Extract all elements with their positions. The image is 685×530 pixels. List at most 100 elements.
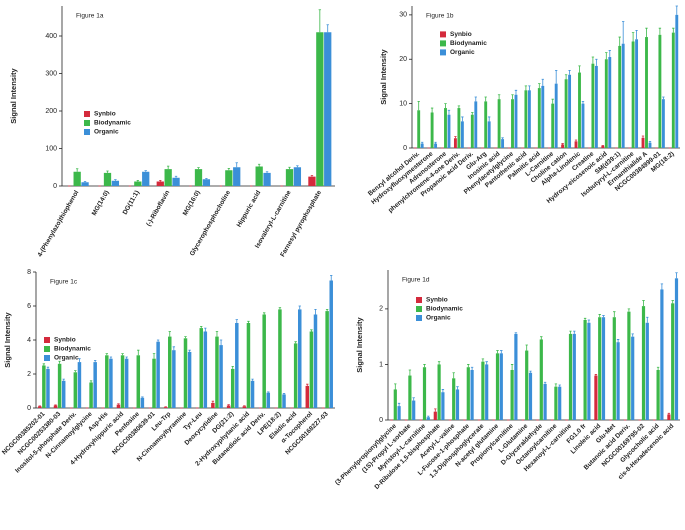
bar [455,389,460,420]
bar [525,350,529,420]
bar [103,172,112,186]
bar [305,385,310,408]
bar [514,94,518,148]
legend-swatch [440,40,446,47]
error-bar [514,89,518,95]
bar [73,372,78,408]
bar [211,402,215,408]
error-bar [461,116,464,122]
bar [583,320,587,420]
error-bar [412,397,415,401]
bar [671,303,675,420]
error-bar [658,27,662,35]
error-bar [423,364,426,368]
bar [645,37,648,148]
bar [621,43,625,148]
error-bar [675,5,678,15]
bar [674,278,679,420]
error-bar [578,65,581,73]
error-bar [497,94,501,100]
bar [641,306,646,420]
x-tick-label: Inositol-5-phosphate Deriv. [14,411,78,475]
bar [495,353,500,420]
bar [497,99,501,148]
bar [53,405,58,408]
error-bar [591,56,595,64]
legend-label: Synbio [54,337,76,344]
error-bar [528,85,531,91]
bar [601,145,605,148]
error-bar [105,353,109,356]
bar [671,32,675,148]
bar [156,341,160,408]
error-bar [467,364,470,368]
legend-label: Organic [450,49,475,56]
error-bar [514,332,518,334]
error-bar [569,330,572,334]
error-bar [326,24,329,33]
error-bar [608,49,611,58]
error-bar [93,360,97,363]
error-bar [296,165,299,168]
bar [568,74,572,148]
bar [591,63,595,148]
bar [194,169,203,186]
error-bar [554,69,558,84]
error-bar [454,136,457,139]
y-tick-label: 300 [45,70,57,77]
error-bar [74,370,77,373]
bar [397,406,401,420]
bar [608,57,612,148]
legend-swatch [416,306,422,312]
error-bar [583,317,587,320]
bar [612,317,616,420]
bar [57,363,62,408]
error-bar [58,360,61,364]
error-bar [587,319,591,323]
legend-swatch [416,297,422,303]
error-bar [330,275,333,281]
legend-swatch [44,337,50,343]
bar [293,343,298,408]
error-bar [444,103,447,109]
error-bar [168,331,171,337]
legend-label: Organic [426,315,451,322]
legend-swatch [440,49,446,56]
bar [499,353,503,420]
error-bar [227,167,231,171]
bar [648,142,652,148]
bar [537,88,541,148]
error-bar [471,112,474,115]
bar [293,167,302,186]
error-bar [109,356,113,359]
error-bar [397,402,401,407]
bar [316,32,324,186]
bar [484,101,488,148]
error-bar [540,336,543,340]
legend-label: Biodynamic [450,40,487,47]
error-bar [474,96,477,102]
bar [42,365,46,408]
legend-swatch [440,31,446,38]
error-bar [420,141,424,144]
legend-label: Biodynamic [54,346,91,353]
error-bar [318,9,322,33]
error-bar [54,404,57,406]
x-tick-label: MG(14:0) [91,189,111,217]
bar [667,414,671,420]
bar [134,181,142,186]
bar [142,171,150,186]
y-tick-label: 6 [27,303,31,310]
error-bar [204,327,207,332]
error-bar [174,175,178,178]
bar [572,333,576,420]
bar [246,323,251,408]
bar [420,143,424,148]
bar [250,380,255,408]
y-tick-label: 0 [53,183,57,190]
error-bar [200,326,203,329]
error-bar [257,163,261,167]
error-bar [510,364,514,370]
bar [558,386,562,420]
